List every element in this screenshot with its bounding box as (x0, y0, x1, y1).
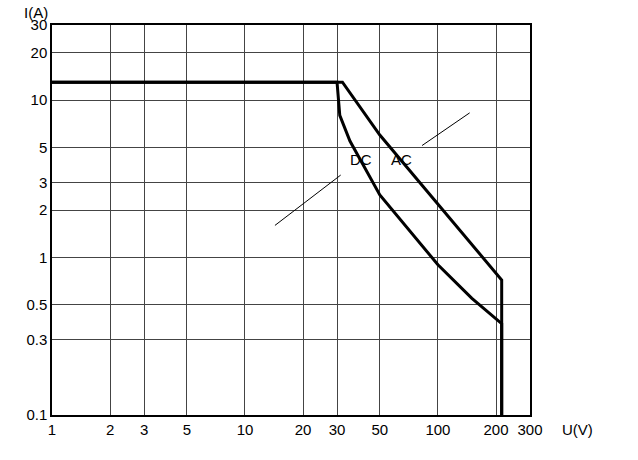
svg-text:1: 1 (39, 249, 47, 266)
svg-text:20: 20 (31, 44, 48, 61)
svg-text:5: 5 (39, 139, 47, 156)
svg-text:3: 3 (39, 174, 47, 191)
svg-text:20: 20 (295, 421, 312, 438)
svg-text:DC: DC (350, 151, 372, 168)
svg-text:30: 30 (31, 16, 48, 33)
svg-text:30: 30 (329, 421, 346, 438)
svg-text:2: 2 (106, 421, 114, 438)
svg-text:50: 50 (371, 421, 388, 438)
svg-text:10: 10 (237, 421, 254, 438)
svg-text:2: 2 (39, 201, 47, 218)
svg-text:U(V): U(V) (562, 421, 593, 438)
svg-text:3: 3 (140, 421, 148, 438)
svg-text:10: 10 (31, 91, 48, 108)
svg-text:0.1: 0.1 (26, 406, 47, 423)
svg-text:0.5: 0.5 (26, 296, 47, 313)
svg-text:300: 300 (517, 421, 542, 438)
svg-text:200: 200 (484, 421, 509, 438)
svg-text:I(A): I(A) (24, 4, 48, 21)
svg-text:1: 1 (48, 421, 56, 438)
svg-text:AC: AC (391, 151, 412, 168)
svg-text:100: 100 (425, 421, 450, 438)
svg-text:0.3: 0.3 (26, 331, 47, 348)
svg-text:5: 5 (183, 421, 191, 438)
